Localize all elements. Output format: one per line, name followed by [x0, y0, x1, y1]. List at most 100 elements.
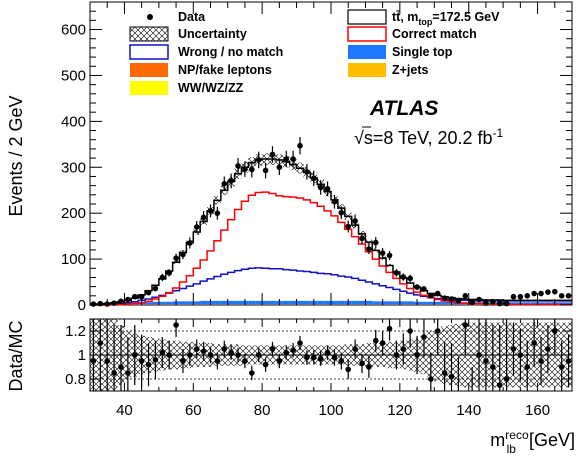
data-point [297, 142, 303, 149]
ratio-point [558, 364, 565, 370]
data-point [496, 300, 503, 307]
data-point [290, 156, 296, 162]
data-point [159, 274, 166, 281]
x-tick-label: 60 [185, 402, 202, 419]
ratio-point [276, 358, 283, 364]
ttbar-total-line [90, 158, 572, 305]
ratio-point [317, 355, 324, 362]
x-tick-label: 160 [525, 402, 550, 419]
data-point [545, 289, 551, 295]
stack-bar [461, 304, 469, 306]
stack-bar [179, 301, 187, 305]
stack-bar [158, 304, 166, 306]
stack-bar [386, 301, 393, 305]
stack-bar [434, 304, 442, 306]
stack-bar [303, 300, 311, 305]
ratio-point [207, 352, 214, 358]
atlas-label: ATLAS [369, 97, 438, 120]
ratio-point [407, 328, 413, 334]
stack-bar [365, 304, 373, 306]
data-point [414, 284, 420, 290]
ratio-point [393, 352, 400, 358]
ratio-point [131, 352, 138, 358]
ratio-point [545, 346, 551, 352]
stack-bar [289, 304, 297, 306]
stack-bar [324, 304, 331, 306]
stack-bar [165, 301, 173, 305]
legend: Data tt̄, mtop=172.5 GeV Uncertainty Cor… [129, 9, 500, 95]
ratio-y-tick-label: 0.8 [65, 371, 86, 388]
ratio-series-layer [90, 319, 572, 391]
ratio-point [166, 352, 172, 358]
stack-bar [200, 304, 208, 306]
ratio-y-tick-label: 1.2 [65, 323, 86, 340]
stack-bar [420, 304, 428, 306]
data-point [428, 293, 434, 299]
correct-match-line [90, 191, 572, 306]
stack-bar [441, 301, 449, 305]
stack-bar [317, 304, 325, 306]
data-point [462, 293, 469, 299]
stack-bar [255, 300, 263, 305]
stack-bar [392, 301, 400, 305]
x-tick-label: 80 [254, 402, 271, 419]
stack-bar [427, 301, 435, 305]
stack-bar [220, 304, 228, 306]
data-point [304, 169, 310, 175]
data-point [524, 293, 531, 299]
data-point [152, 285, 159, 292]
data-point [269, 151, 276, 158]
stack-bar [193, 301, 201, 305]
legend-item-np-fake: NP/fake leptons [130, 63, 272, 77]
stack-bar [454, 304, 462, 306]
x-tick-label: 140 [456, 402, 481, 419]
stack-bar [358, 304, 366, 306]
ratio-point [565, 358, 572, 364]
ratio-y-axis-label: Data/MC [6, 320, 26, 391]
legend-label-single-top: Single top [392, 45, 453, 59]
ratio-point [538, 358, 544, 364]
stack-bar [434, 301, 442, 305]
ratio-point [331, 354, 338, 361]
ratio-point [379, 340, 386, 346]
stack-bar [234, 304, 242, 306]
data-point [510, 293, 517, 300]
data-point [207, 208, 214, 214]
data-point [379, 250, 386, 256]
x-tick-label: 100 [318, 402, 343, 419]
main-panel: 0 100 200 300 400 500 600 Events / 2 GeV [6, 1, 573, 314]
ratio-y-axis: 0.8 1 1.2 [65, 323, 572, 388]
stack-bar [234, 300, 242, 305]
stack-bar [289, 300, 297, 305]
legend-item-wrong-match: Wrong / no match [129, 44, 283, 60]
energy-lumi-label: √s=8 TeV, 20.2 fb-1 [354, 126, 503, 148]
stack-bar [227, 304, 235, 306]
ratio-point [434, 328, 441, 334]
stack-bar [365, 300, 373, 305]
ratio-point [517, 352, 524, 358]
stack-bar [151, 301, 159, 305]
legend-item-ttbar: tt̄, mtop=172.5 GeV [347, 9, 500, 27]
ratio-y-tick-label: 1 [78, 347, 86, 364]
data-point [214, 210, 221, 216]
data-point [359, 235, 365, 242]
stack-bar [165, 304, 173, 306]
data-point [90, 301, 97, 307]
data-point [386, 252, 393, 259]
data-point [372, 239, 379, 246]
ratio-point [242, 358, 248, 364]
ratio-point [97, 340, 104, 346]
ratio-point [111, 370, 117, 376]
stack-bar [372, 304, 380, 306]
data-point [441, 295, 448, 301]
data-point [283, 156, 290, 162]
legend-item-single-top: Single top [348, 45, 453, 59]
stack-bar [179, 304, 187, 306]
data-point [187, 240, 193, 246]
ratio-point [221, 346, 228, 352]
legend-diboson-box [130, 81, 168, 95]
ratio-x-axis: 40 60 80 100 120 140 160 [89, 319, 573, 419]
stack-bar [193, 304, 201, 306]
ratio-point [180, 358, 186, 364]
